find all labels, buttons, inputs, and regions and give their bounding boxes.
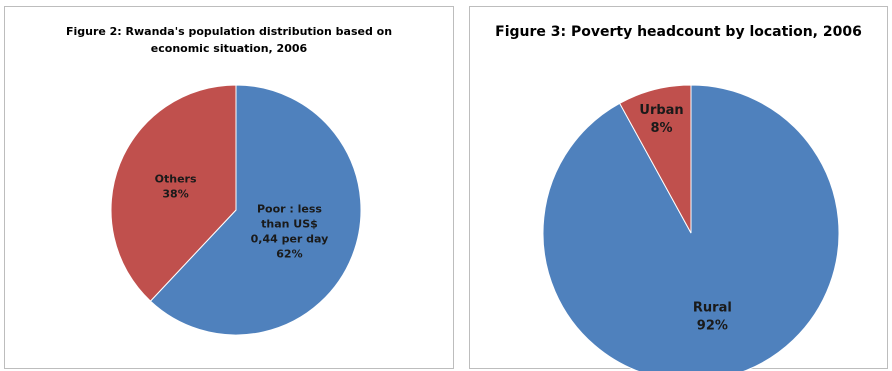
pie-slice-urban bbox=[619, 84, 692, 234]
slice-label-line: 92% bbox=[697, 319, 728, 334]
slice-label-line: than US$ bbox=[261, 218, 318, 231]
slice-label-line: 8% bbox=[651, 121, 673, 136]
pie-chart-poverty-headcount: Rural 92% Urban 8% bbox=[542, 84, 840, 371]
slice-label: Others 38% bbox=[155, 172, 197, 200]
slice-label: Urban 8% bbox=[639, 103, 683, 136]
pie-slice-others bbox=[110, 84, 237, 302]
slice-label-line: 38% bbox=[162, 187, 188, 200]
chart-panel-population-distribution: Figure 2: Rwanda's population distributi… bbox=[4, 6, 454, 369]
chart-title: Figure 2: Rwanda's population distributi… bbox=[65, 25, 393, 55]
chart-title: Figure 3: Poverty headcount by location,… bbox=[495, 24, 862, 40]
slice-label: Poor : less than US$ 0,44 per day 62% bbox=[251, 203, 329, 261]
slice-label-line: 62% bbox=[276, 248, 302, 261]
pie-chart-population-distribution: Poor : less than US$ 0,44 per day 62% Others… bbox=[110, 84, 362, 336]
slice-label-line: 0,44 per day bbox=[251, 233, 329, 246]
slice-label-line: Others bbox=[155, 172, 197, 185]
slice-label-line: Urban bbox=[639, 103, 683, 118]
slice-label-line: Poor : less bbox=[257, 203, 322, 216]
chart-panel-poverty-headcount: Figure 3: Poverty headcount by location,… bbox=[469, 6, 888, 371]
slice-label: Rural 92% bbox=[693, 301, 732, 334]
pie-slice-poor bbox=[149, 84, 362, 336]
slice-label-line: Rural bbox=[693, 301, 732, 316]
